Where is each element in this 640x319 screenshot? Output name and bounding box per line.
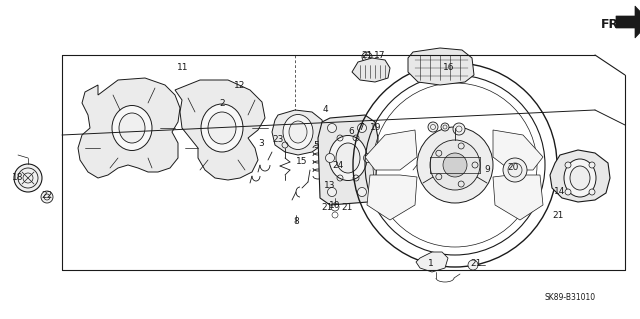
Polygon shape — [616, 6, 640, 38]
Text: 22: 22 — [42, 190, 52, 199]
Text: 20: 20 — [508, 164, 518, 173]
Circle shape — [417, 127, 493, 203]
Circle shape — [565, 189, 571, 195]
Polygon shape — [367, 175, 417, 220]
Circle shape — [565, 162, 571, 168]
Ellipse shape — [564, 159, 596, 197]
Circle shape — [430, 140, 480, 190]
Ellipse shape — [119, 113, 145, 143]
Circle shape — [328, 123, 337, 132]
Polygon shape — [493, 175, 543, 220]
Ellipse shape — [329, 136, 367, 181]
Polygon shape — [416, 252, 448, 272]
Circle shape — [441, 123, 449, 131]
Circle shape — [358, 123, 367, 132]
Polygon shape — [272, 110, 325, 155]
Ellipse shape — [201, 104, 243, 152]
Text: 16: 16 — [444, 63, 455, 72]
Circle shape — [503, 158, 527, 182]
Text: 4: 4 — [322, 106, 328, 115]
Circle shape — [362, 52, 372, 62]
Polygon shape — [352, 58, 390, 82]
Circle shape — [328, 188, 337, 197]
Text: 11: 11 — [177, 63, 189, 72]
Ellipse shape — [570, 166, 590, 190]
Ellipse shape — [283, 115, 313, 150]
Text: 23: 23 — [272, 136, 284, 145]
Text: 3: 3 — [258, 138, 264, 147]
Text: 8: 8 — [293, 218, 299, 226]
Text: 10: 10 — [329, 201, 340, 210]
Ellipse shape — [112, 106, 152, 151]
Circle shape — [358, 188, 367, 197]
Circle shape — [326, 153, 335, 162]
Circle shape — [443, 153, 467, 177]
Text: 9: 9 — [484, 166, 490, 174]
Text: 2: 2 — [219, 99, 225, 108]
Polygon shape — [365, 130, 417, 170]
Text: 15: 15 — [296, 158, 308, 167]
Text: 17: 17 — [374, 50, 386, 60]
Text: SK89-B31010: SK89-B31010 — [545, 293, 596, 302]
Text: 7: 7 — [358, 123, 364, 132]
Text: 18: 18 — [12, 174, 24, 182]
Text: 21: 21 — [341, 204, 353, 212]
Text: 21: 21 — [362, 50, 372, 60]
Circle shape — [428, 122, 438, 132]
Circle shape — [453, 123, 465, 135]
Circle shape — [589, 189, 595, 195]
Text: 14: 14 — [554, 188, 566, 197]
Ellipse shape — [208, 112, 236, 144]
Polygon shape — [175, 80, 265, 180]
Polygon shape — [493, 130, 543, 170]
Text: 19: 19 — [371, 122, 381, 131]
Text: FR.: FR. — [601, 19, 624, 32]
Text: 21: 21 — [321, 203, 333, 211]
Ellipse shape — [336, 143, 360, 173]
Ellipse shape — [289, 121, 307, 143]
Polygon shape — [78, 78, 180, 178]
Text: 13: 13 — [324, 181, 336, 189]
Text: 12: 12 — [234, 80, 246, 90]
Text: 1: 1 — [428, 258, 434, 268]
Polygon shape — [318, 115, 378, 205]
Circle shape — [41, 191, 53, 203]
Circle shape — [364, 153, 372, 162]
Polygon shape — [550, 150, 610, 202]
Text: 5: 5 — [313, 140, 319, 150]
Circle shape — [589, 162, 595, 168]
Polygon shape — [408, 48, 474, 85]
Text: 6: 6 — [348, 127, 354, 136]
Circle shape — [14, 164, 42, 192]
Text: 21: 21 — [470, 258, 482, 268]
Text: 21: 21 — [552, 211, 564, 219]
Text: 24: 24 — [332, 160, 344, 169]
Circle shape — [468, 260, 478, 270]
